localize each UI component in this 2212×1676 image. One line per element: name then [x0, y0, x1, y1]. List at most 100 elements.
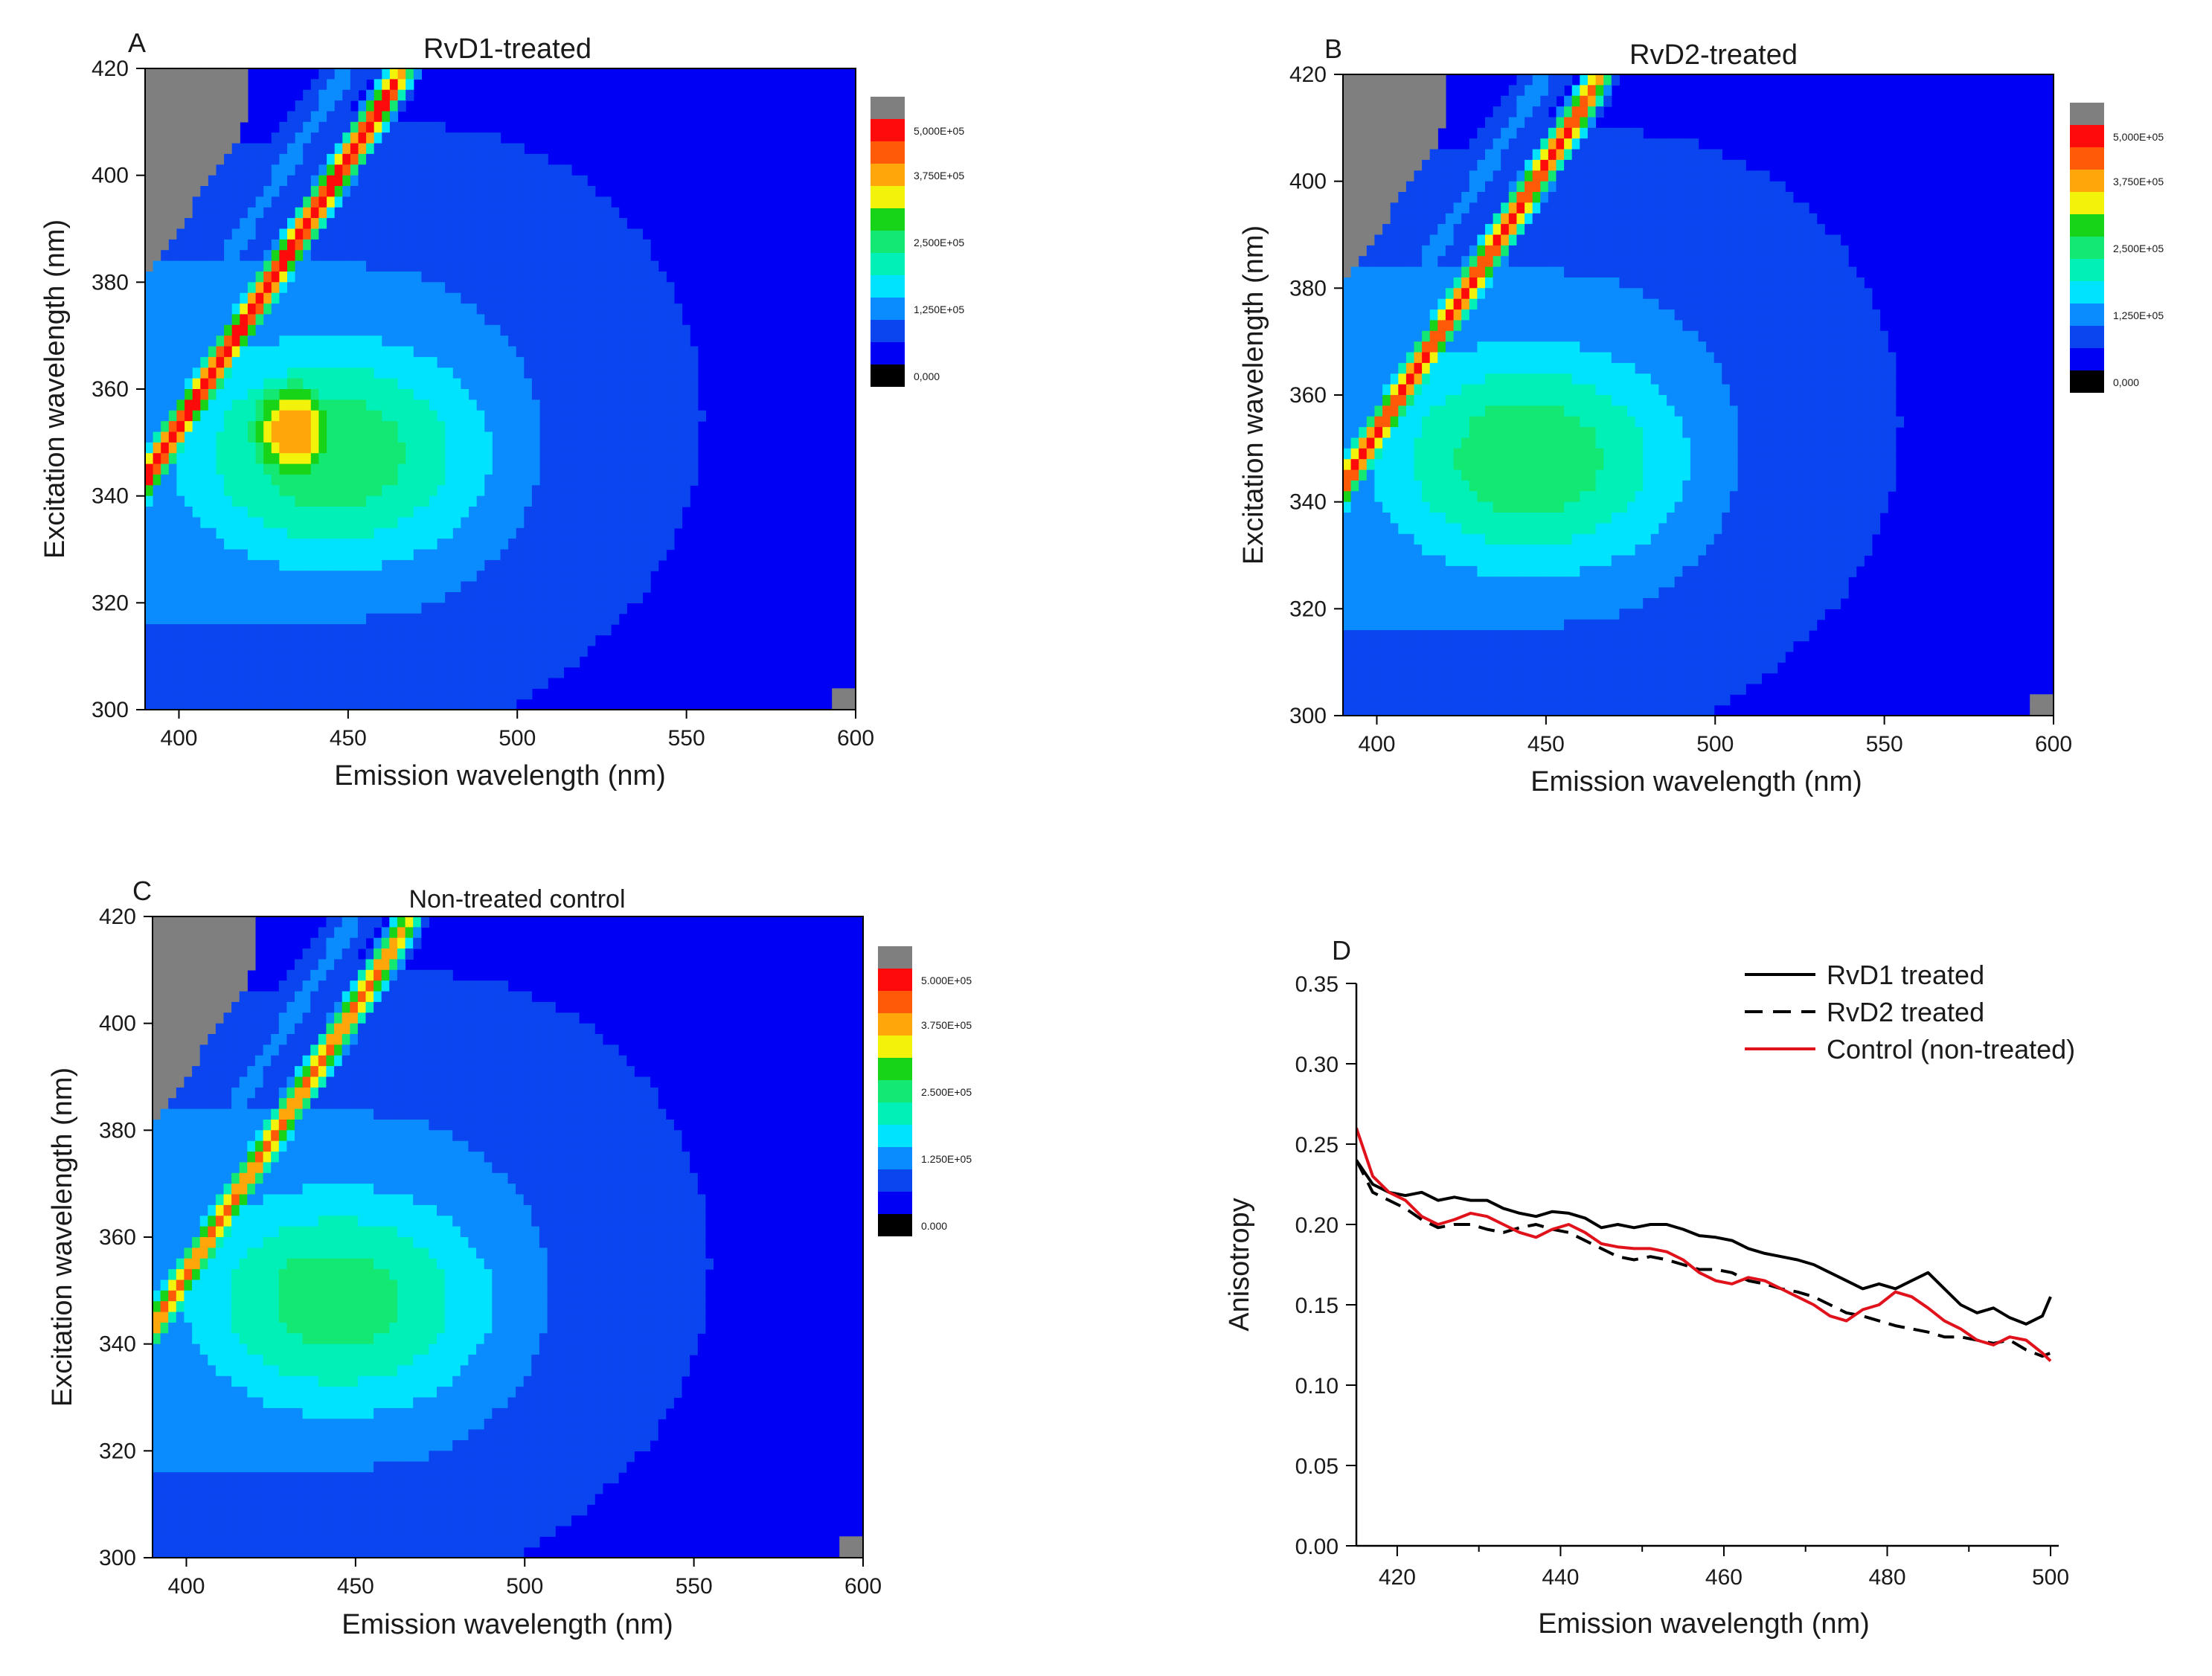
- contour-cell: [540, 656, 548, 667]
- contour-cell: [532, 282, 540, 293]
- contour-cell: [658, 357, 667, 368]
- contour-cell: [587, 357, 595, 368]
- contour-cell: [193, 100, 201, 112]
- contour-cell: [256, 646, 264, 657]
- contour-cell: [421, 304, 429, 315]
- contour-cell: [279, 208, 287, 219]
- contour-cell: [287, 485, 295, 496]
- contour-cell: [1588, 277, 1596, 289]
- contour-cell: [619, 272, 627, 283]
- contour-cell: [1690, 192, 1699, 203]
- contour-cell: [524, 347, 532, 358]
- contour-cell: [217, 261, 225, 272]
- contour-cell: [303, 132, 311, 144]
- contour-cell: [193, 635, 201, 646]
- contour-cell: [287, 112, 295, 123]
- contour-cell: [176, 496, 185, 507]
- contour-cell: [279, 646, 287, 657]
- contour-cell: [263, 635, 272, 646]
- contour-cell: [1699, 245, 1707, 257]
- contour-cell: [477, 443, 485, 454]
- contour-cell: [1485, 118, 1493, 129]
- contour-cell: [524, 335, 532, 347]
- contour-cell: [176, 132, 185, 144]
- contour-cell: [437, 367, 446, 379]
- contour-cell: [263, 186, 272, 197]
- contour-cell: [1596, 96, 1604, 107]
- contour-cell: [1374, 341, 1382, 353]
- contour-cell: [674, 421, 682, 432]
- contour-cell: [477, 656, 485, 667]
- contour-cell: [1509, 267, 1517, 278]
- contour-cell: [374, 218, 382, 229]
- contour-cell: [359, 335, 367, 347]
- contour-cell: [169, 485, 177, 496]
- contour-cell: [1722, 309, 1730, 321]
- contour-cell: [295, 496, 304, 507]
- contour-cell: [698, 411, 706, 422]
- contour-cell: [1351, 138, 1359, 150]
- contour-cell: [303, 154, 311, 165]
- contour-cell: [1612, 331, 1620, 342]
- contour-cell: [1627, 331, 1635, 342]
- contour-cell: [658, 325, 667, 336]
- contour-cell: [437, 646, 446, 657]
- contour-cell: [524, 688, 532, 699]
- contour-cell: [303, 176, 311, 187]
- contour-cell: [1564, 235, 1572, 246]
- contour-cell: [200, 614, 208, 625]
- contour-cell: [161, 132, 169, 144]
- contour-cell: [461, 571, 469, 582]
- contour-cell: [603, 432, 611, 443]
- contour-cell: [619, 517, 627, 528]
- contour-cell: [232, 293, 240, 304]
- contour-cell: [1367, 288, 1375, 299]
- contour-cell: [1603, 320, 1612, 331]
- contour-cell: [145, 304, 153, 315]
- contour-cell: [1580, 96, 1588, 107]
- contour-cell: [587, 240, 595, 251]
- contour-cell: [359, 603, 367, 614]
- contour-cell: [1643, 182, 1651, 193]
- contour-cell: [540, 539, 548, 550]
- contour-cell: [169, 560, 177, 571]
- contour-cell: [1430, 277, 1438, 289]
- contour-cell: [318, 122, 327, 133]
- contour-cell: [548, 603, 556, 614]
- contour-cell: [619, 550, 627, 561]
- contour-cell: [279, 144, 287, 155]
- contour-cell: [1619, 245, 1627, 257]
- contour-cell: [217, 250, 225, 261]
- contour-cell: [461, 475, 469, 486]
- contour-cell: [398, 443, 406, 454]
- contour-cell: [1485, 138, 1493, 150]
- contour-cell: [603, 293, 611, 304]
- contour-cell: [208, 186, 217, 197]
- contour-cell: [1525, 182, 1533, 193]
- contour-cell: [1485, 128, 1493, 139]
- contour-cell: [1706, 320, 1714, 331]
- contour-cell: [453, 528, 461, 539]
- contour-cell: [690, 464, 698, 475]
- contour-cell: [1635, 299, 1644, 310]
- contour-cell: [508, 304, 516, 315]
- contour-cell: [1588, 85, 1596, 96]
- contour-cell: [359, 196, 367, 208]
- contour-cell: [366, 112, 374, 123]
- contour-cell: [1572, 182, 1580, 193]
- contour-cell: [1714, 150, 1722, 161]
- contour-cell: [335, 432, 343, 443]
- contour-cell: [1603, 138, 1612, 150]
- contour-cell: [1754, 224, 1762, 235]
- contour-cell: [272, 571, 280, 582]
- contour-cell: [161, 656, 169, 667]
- contour-cell: [580, 367, 588, 379]
- contour-cell: [508, 453, 516, 464]
- contour-cell: [1603, 288, 1612, 299]
- contour-cell: [335, 550, 343, 561]
- contour-cell: [1548, 118, 1557, 129]
- contour-cell: [1533, 235, 1541, 246]
- contour-cell: [1359, 170, 1367, 182]
- contour-cell: [359, 240, 367, 251]
- contour-cell: [1769, 224, 1777, 235]
